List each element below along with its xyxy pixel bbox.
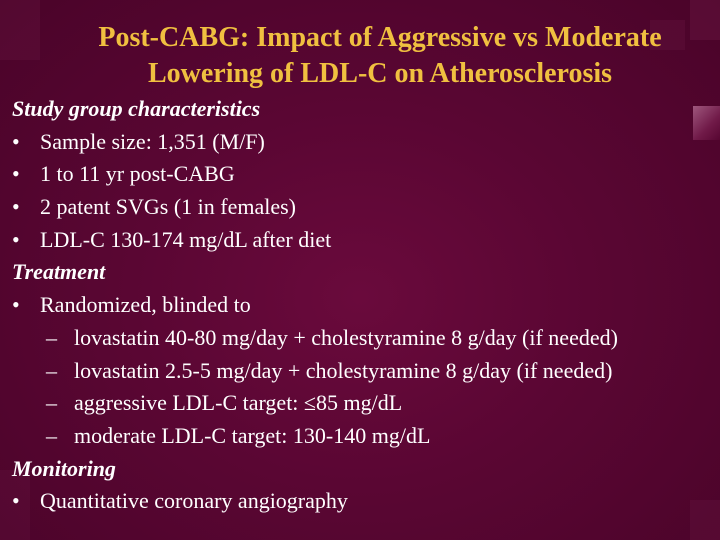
section-heading-monitoring: Monitoring (12, 455, 116, 481)
bullet-icon: • (12, 194, 20, 220)
bullet-item: • 1 to 11 yr post-CABG (12, 158, 718, 191)
slide-title-line-2: Lowering of LDL-C on Atherosclerosis (147, 58, 613, 89)
dash-icon: – (46, 390, 57, 416)
sub-item-text: aggressive LDL-C target: ≤85 mg/dL (74, 390, 403, 416)
bullet-item: • LDL-C 130-174 mg/dL after diet (12, 224, 718, 257)
section-heading-treatment: Treatment (12, 259, 106, 285)
sub-item: – aggressive LDL-C target: ≤85 mg/dL (12, 387, 718, 420)
slide-title-line-1: Post-CABG: Impact of Aggressive vs Moder… (98, 22, 662, 53)
slide-body: Study group characteristics • Sample size… (12, 93, 718, 518)
dash-icon: – (46, 422, 57, 448)
bullet-icon: • (12, 292, 20, 318)
decorative-square (0, 0, 40, 60)
bullet-item: • Sample size: 1,351 (M/F) (12, 126, 718, 159)
bullet-text: Sample size: 1,351 (M/F) (40, 128, 265, 154)
bullet-icon: • (12, 128, 20, 154)
bullet-icon: • (12, 488, 20, 514)
slide-title: Post-CABG: Impact of Aggressive vs Moder… (40, 20, 720, 92)
bullet-item: • Quantitative coronary angiography (12, 485, 718, 518)
section-heading-study-group: Study group characteristics (12, 96, 261, 121)
sub-item-text: lovastatin 2.5-5 mg/day + cholestyramine… (74, 357, 613, 383)
bullet-text: Randomized, blinded to (40, 292, 251, 318)
bullet-text: Quantitative coronary angiography (40, 488, 348, 514)
bullet-text: 1 to 11 yr post-CABG (40, 161, 235, 187)
bullet-item: • Randomized, blinded to (12, 289, 718, 322)
sub-item: – moderate LDL-C target: 130-140 mg/dL (12, 420, 718, 453)
dash-icon: – (46, 324, 57, 350)
bullet-text: LDL-C 130-174 mg/dL after diet (40, 226, 332, 252)
sub-item-text: moderate LDL-C target: 130-140 mg/dL (74, 422, 431, 448)
sub-item-text: lovastatin 40-80 mg/day + cholestyramine… (74, 324, 618, 350)
sub-item: – lovastatin 40-80 mg/day + cholestyramin… (12, 322, 718, 355)
sub-item: – lovastatin 2.5-5 mg/day + cholestyramin… (12, 355, 718, 388)
dash-icon: – (46, 357, 57, 383)
bullet-text: 2 patent SVGs (1 in females) (40, 194, 296, 220)
bullet-icon: • (12, 161, 20, 187)
bullet-icon: • (12, 226, 20, 252)
bullet-item: • 2 patent SVGs (1 in females) (12, 191, 718, 224)
